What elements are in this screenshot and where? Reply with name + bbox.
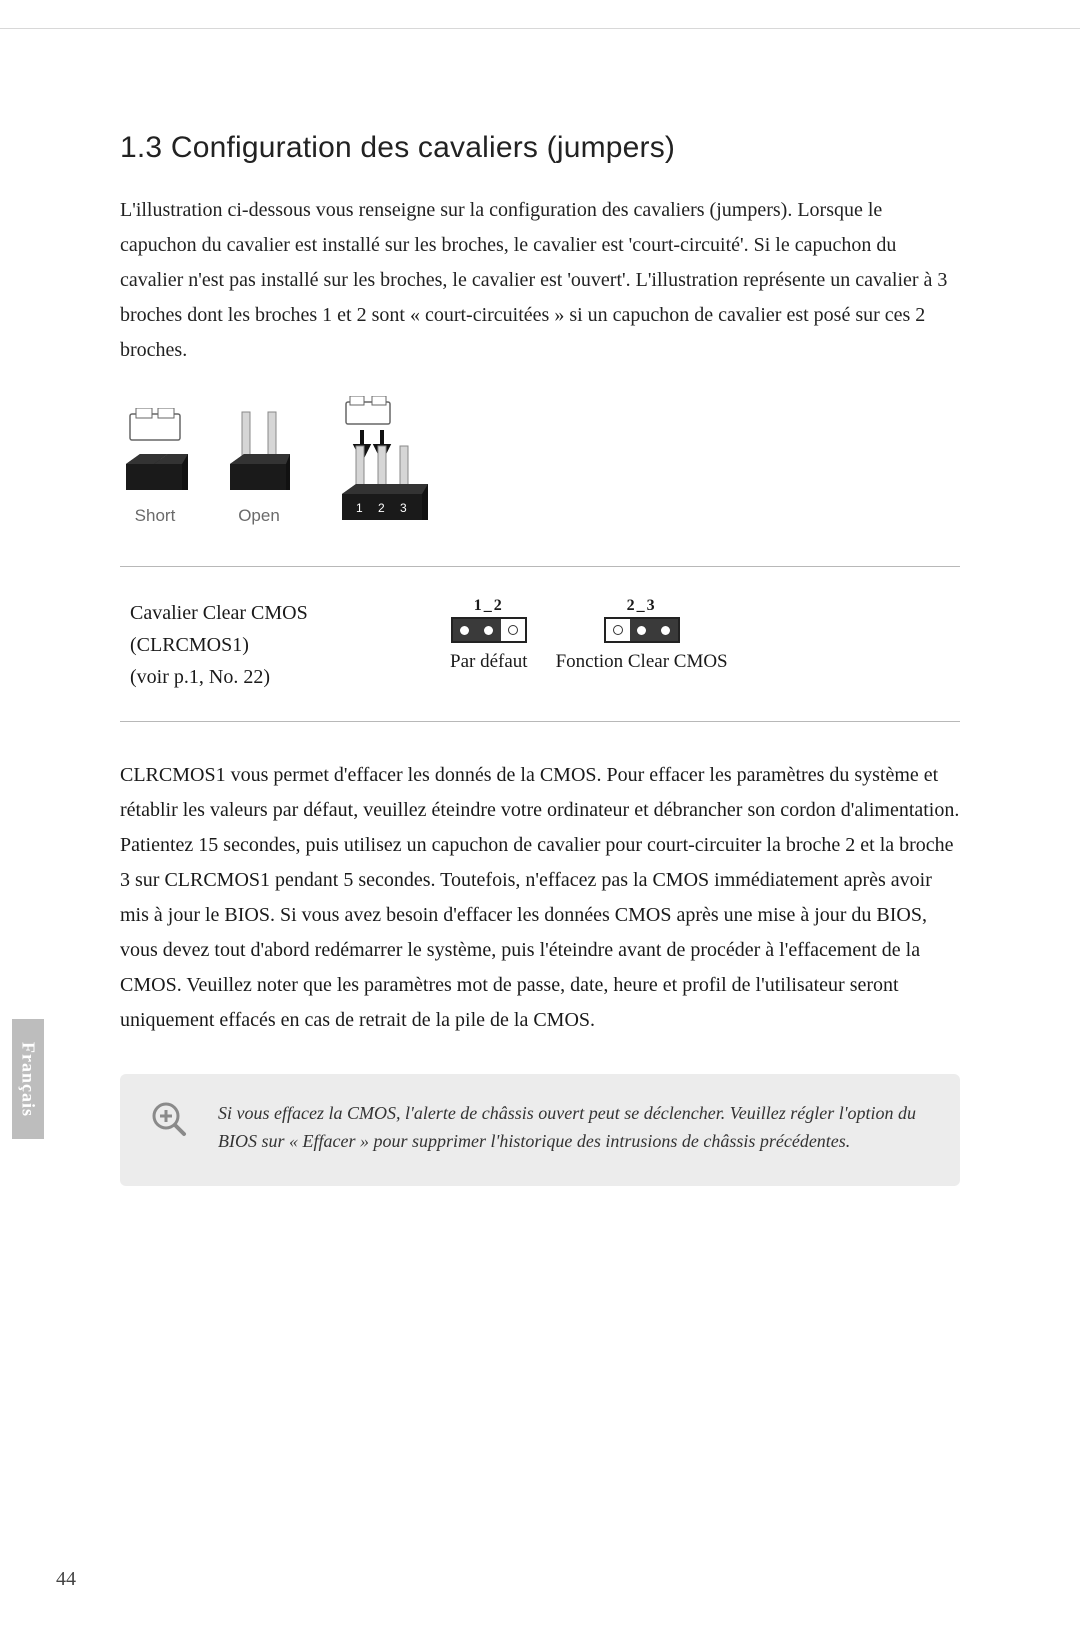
jumper-caption-open: Open <box>238 506 280 526</box>
pin-caption-clear: Fonction Clear CMOS <box>556 651 728 673</box>
jumper-ref: (CLRCMOS1) <box>130 629 400 661</box>
note-box: Si vous effacez la CMOS, l'alerte de châ… <box>120 1074 960 1186</box>
pin-block-clear: 2_3 Fonction Clear CMOS <box>556 597 728 673</box>
pin-icon <box>453 619 477 641</box>
jumper-name: Cavalier Clear CMOS <box>130 597 400 629</box>
magnify-plus-icon <box>150 1100 188 1143</box>
section-heading: 1.3 Configuration des cavaliers (jumpers… <box>120 131 960 165</box>
jumper-short-icon <box>120 408 190 498</box>
jumper-fig-open: Open <box>224 408 294 526</box>
jumper-open-icon <box>224 408 294 498</box>
pin-icon <box>606 619 630 641</box>
explain-paragraph: CLRCMOS1 vous permet d'effacer les donné… <box>120 758 960 1038</box>
page-number: 44 <box>56 1568 76 1591</box>
jumper-illustrations: Short Open <box>120 396 960 526</box>
language-tab: Français <box>12 1019 44 1139</box>
svg-text:1: 1 <box>356 501 363 515</box>
jumper-fig-short: Short <box>120 408 190 526</box>
pin-icon <box>654 619 678 641</box>
jumper-page-ref: (voir p.1, No. 22) <box>130 661 400 693</box>
pin-row-clear <box>604 617 680 643</box>
page: 1.3 Configuration des cavaliers (jumpers… <box>0 28 1080 1647</box>
jumper-3pin-icon: 1 2 3 <box>328 396 438 526</box>
svg-text:2: 2 <box>378 501 385 515</box>
pin-caption-default: Par défaut <box>450 651 528 673</box>
pin-icon <box>477 619 501 641</box>
pin-top-label-clear: 2_3 <box>627 597 657 615</box>
jumper-fig-3pin: 1 2 3 <box>328 396 438 526</box>
pin-icon <box>501 619 525 641</box>
jumper-caption-short: Short <box>135 506 176 526</box>
jumper-table-right: 1_2 Par défaut 2_3 Fonction Clear CMOS <box>450 597 728 673</box>
pin-block-default: 1_2 Par défaut <box>450 597 528 673</box>
pin-row-default <box>451 617 527 643</box>
pin-top-label-default: 1_2 <box>474 597 504 615</box>
note-text: Si vous effacez la CMOS, l'alerte de châ… <box>218 1100 930 1156</box>
svg-text:3: 3 <box>400 501 407 515</box>
pin-icon <box>630 619 654 641</box>
intro-paragraph: L'illustration ci-dessous vous renseigne… <box>120 193 960 368</box>
jumper-table-left: Cavalier Clear CMOS (CLRCMOS1) (voir p.1… <box>130 597 400 693</box>
jumper-table: Cavalier Clear CMOS (CLRCMOS1) (voir p.1… <box>120 566 960 722</box>
